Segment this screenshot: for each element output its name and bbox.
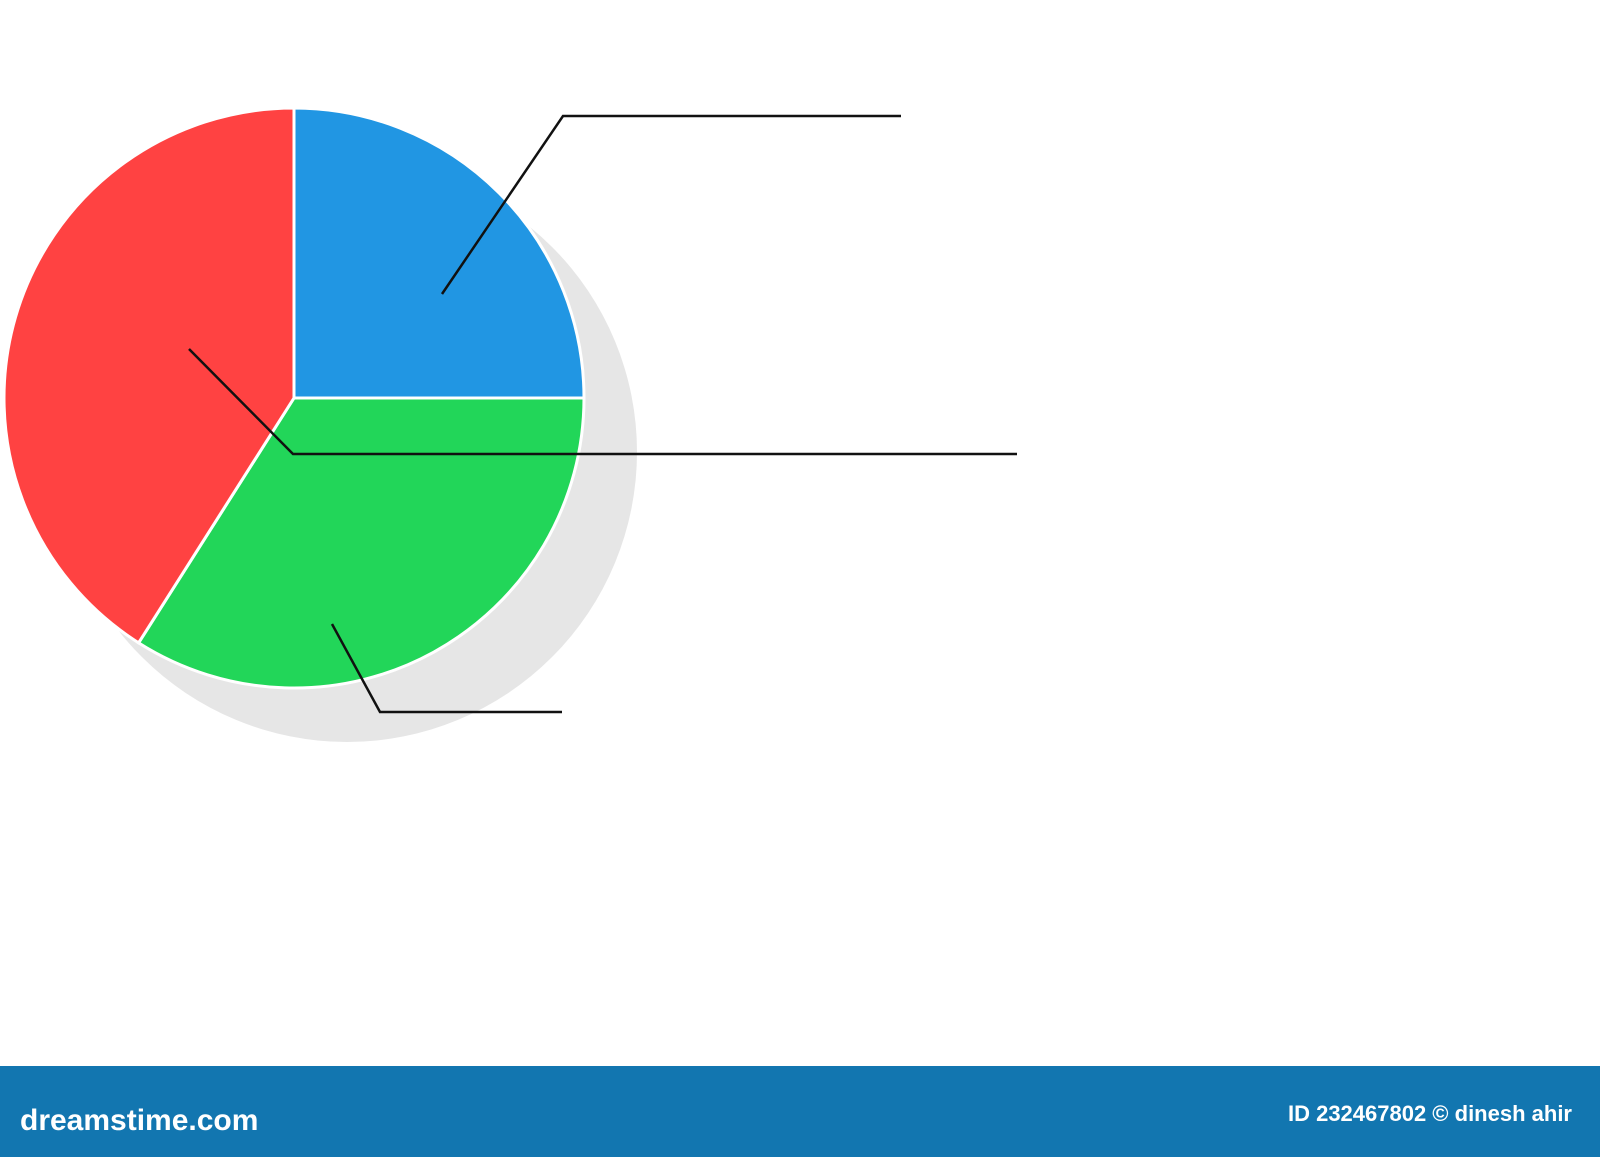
pie-slice — [292, 106, 586, 400]
pie-slice — [136, 396, 586, 690]
leader-lines — [188, 114, 1017, 714]
image-credit: ID 232467802 © dinesh ahir — [1288, 1101, 1572, 1126]
pie-slice — [2, 106, 296, 645]
leader-line — [188, 348, 1017, 456]
site-name: dreamstime.com — [20, 1104, 258, 1137]
footer-bar — [0, 1066, 1600, 1157]
leader-line — [440, 114, 901, 295]
pie — [2, 106, 586, 690]
leader-line — [330, 623, 562, 714]
